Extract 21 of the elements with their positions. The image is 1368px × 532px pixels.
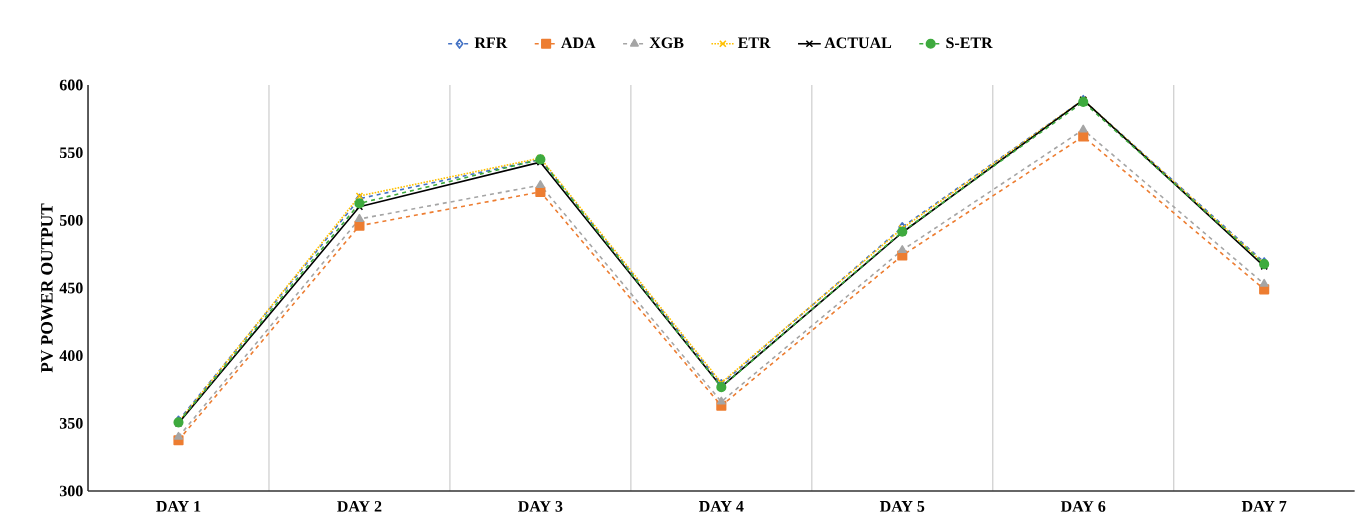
legend-label: ACTUAL (824, 37, 892, 49)
x-tick-label: DAY 1 (156, 501, 201, 512)
legend-label: ADA (561, 37, 596, 49)
x-tick-label: DAY 2 (337, 501, 382, 512)
legend-label: XGB (649, 37, 684, 49)
y-tick-label: 550 (59, 147, 83, 159)
legend-label: S-ETR (946, 37, 993, 49)
y-axis-title: PV POWER OUTPUT (41, 203, 53, 373)
legend-label: ETR (737, 37, 771, 48)
x-tick-label: DAY 3 (518, 501, 563, 512)
y-tick-label: 400 (59, 350, 83, 362)
x-tick-label: DAY 5 (879, 501, 925, 512)
x-tick-label: DAY 7 (1241, 501, 1287, 512)
y-tick-label: 500 (59, 214, 83, 226)
y-tick-label: 450 (59, 282, 83, 294)
x-tick-label: DAY 6 (1060, 501, 1106, 512)
y-tick-label: 350 (59, 417, 83, 429)
x-tick-label: DAY 4 (699, 501, 744, 512)
y-tick-label: 600 (59, 79, 83, 91)
legend-label: RFR (474, 37, 508, 48)
y-tick-label: 300 (59, 485, 83, 497)
